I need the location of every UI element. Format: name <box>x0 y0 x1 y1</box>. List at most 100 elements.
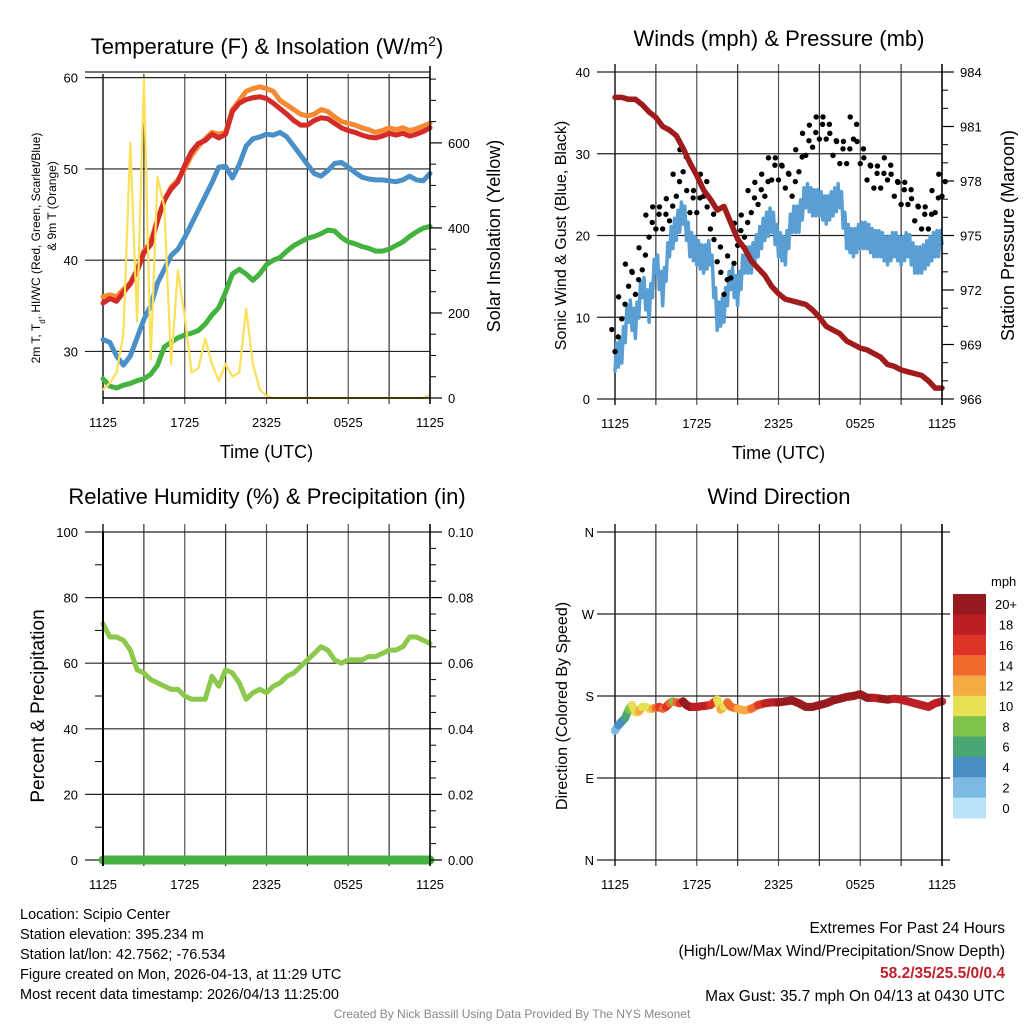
gust-point <box>744 219 751 226</box>
gust-point <box>826 121 833 128</box>
gust-point <box>717 244 724 250</box>
station-info: Location: Scipio Center Station elevatio… <box>20 905 341 1005</box>
x-tick-label: 0525 <box>846 877 875 892</box>
legend-swatch <box>953 695 986 717</box>
gust-point <box>881 155 887 161</box>
legend-label: 8 <box>1002 719 1009 734</box>
direction-series <box>610 689 947 735</box>
gust-point <box>895 179 901 186</box>
y2-tick-label: 0.02 <box>448 787 473 802</box>
y2-tick-label: 972 <box>960 283 982 298</box>
gust-point <box>799 130 806 137</box>
credit-line: Created By Nick Bassill Using Data Provi… <box>333 1007 691 1021</box>
gust-point <box>694 209 700 216</box>
y-tick-label: 10 <box>576 310 590 325</box>
x-tick-label: 2325 <box>252 877 281 892</box>
figure-created: Figure created on Mon, 2026-04-13, at 11… <box>20 967 342 983</box>
gust-point <box>710 211 717 217</box>
gust-point <box>656 204 663 210</box>
gust-point <box>929 187 935 194</box>
gust-point <box>718 269 724 275</box>
gust-point <box>646 234 652 240</box>
y-tick-label: 0 <box>583 392 590 407</box>
gust-point <box>741 234 748 240</box>
title-part: ) <box>436 34 443 59</box>
y2-tick-label: 975 <box>960 229 982 244</box>
y-tick-label: N <box>585 525 594 540</box>
gust-point <box>666 218 673 224</box>
gust-point <box>888 171 894 177</box>
y2-tick-label: 0.08 <box>448 591 473 606</box>
y-tick-label: N <box>585 853 594 868</box>
gust-point <box>649 204 656 210</box>
y2-tick-label: 600 <box>448 136 470 151</box>
gust-point <box>632 291 639 298</box>
x-axis-label: Time (UTC) <box>732 443 825 463</box>
gust-point <box>659 226 666 232</box>
gust-point <box>925 226 932 232</box>
x-tick-label: 0525 <box>334 415 363 430</box>
gust-point <box>782 185 789 191</box>
gust-point <box>874 163 881 169</box>
winds-title: Winds (mph) & Pressure (mb) <box>634 26 925 51</box>
gust-point <box>833 138 840 145</box>
legend-label: 0 <box>1002 801 1009 816</box>
humidity-grid <box>85 524 431 866</box>
gust-point <box>908 196 915 202</box>
gust-point <box>860 146 867 152</box>
x-tick-label: 1125 <box>89 877 117 892</box>
legend-label: 14 <box>999 658 1013 673</box>
gust-point <box>922 204 928 210</box>
y-tick-label: 20 <box>576 229 590 244</box>
max-gust: Max Gust: 35.7 mph On 04/13 at 0430 UTC <box>705 987 1005 1005</box>
y2-tick-label: 966 <box>960 392 982 407</box>
y-axis-label: Percent & Precipitation <box>28 609 49 802</box>
gust-point <box>840 146 846 152</box>
gust-point <box>803 152 809 159</box>
gust-point <box>884 177 891 183</box>
y2-tick-label: 400 <box>448 221 470 236</box>
title-part: Temperature (F) & Insolation (W/m <box>91 34 428 59</box>
y-tick-label: 100 <box>56 525 78 540</box>
recent-data-timestamp: Most recent data timestamp: 2026/04/13 1… <box>20 987 339 1003</box>
series-line-hi-wc <box>100 129 433 368</box>
gust-point <box>779 163 785 169</box>
temperature-series <box>100 77 433 400</box>
legend-label: 6 <box>1002 740 1009 755</box>
y2-tick-label: 200 <box>448 306 470 321</box>
gust-point <box>670 203 676 209</box>
y-tick-label: 40 <box>576 65 590 80</box>
series-line-sonic-wind <box>613 181 944 373</box>
gust-point <box>704 204 710 210</box>
x-tick-label: 1125 <box>928 416 956 431</box>
gust-point <box>721 291 727 298</box>
gust-point <box>724 253 731 259</box>
x-tick-label: 1725 <box>682 416 711 431</box>
gust-point <box>905 201 911 208</box>
extremes-title: Extremes For Past 24 Hours <box>809 920 1005 937</box>
humidity-panel: 1125 1725 2325 0525 1125 0 20 40 60 80 100 0.00 0.02… <box>28 484 473 892</box>
gust-point <box>823 136 829 142</box>
gust-point <box>888 162 894 168</box>
y-tick-label: W <box>582 607 595 622</box>
extremes-values: 58.2/35/25.5/0/0.4 <box>880 965 1005 982</box>
x-tick-label: 2325 <box>764 877 793 892</box>
y-axis-label: Sonic Wind & Gust (Blue, Black) <box>553 121 570 350</box>
x-tick-label: 1125 <box>928 877 956 892</box>
y-axis-label: Direction (Colored By Speed) <box>554 602 571 810</box>
y2-axis-label: Solar Insolation (Yellow) <box>484 140 504 332</box>
gust-point <box>881 170 887 177</box>
legend-swatch <box>953 655 986 676</box>
gust-point <box>809 144 816 150</box>
gust-point <box>891 193 898 199</box>
gust-point <box>847 146 853 152</box>
series-line-station-pressure <box>612 94 945 391</box>
legend-swatch <box>953 614 986 636</box>
y2-tick-label: 969 <box>960 338 982 353</box>
gust-point <box>629 269 635 275</box>
gust-point <box>898 201 904 208</box>
gust-point <box>748 209 754 216</box>
gust-point <box>609 326 615 333</box>
